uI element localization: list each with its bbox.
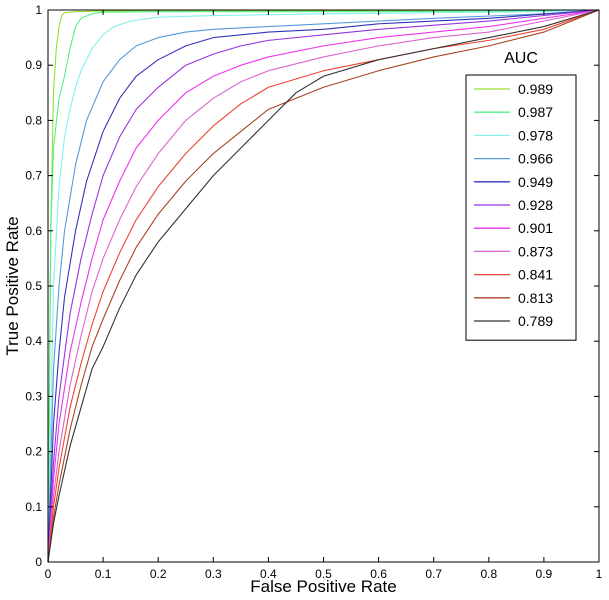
- x-tick-label: 0.8: [480, 567, 497, 581]
- x-tick-label: 0.2: [150, 567, 167, 581]
- legend-label: 0.789: [518, 313, 553, 329]
- y-tick-label: 0.4: [25, 334, 42, 348]
- x-axis-label: False Positive Rate: [250, 577, 396, 596]
- legend-label: 0.989: [518, 81, 553, 97]
- y-tick-label: 0: [35, 555, 42, 569]
- x-tick-label: 0.7: [425, 567, 442, 581]
- roc-curve-3: [47, 9, 600, 563]
- roc-curve-10: [47, 9, 600, 563]
- roc-curve-1: [47, 9, 600, 563]
- x-tick-label: 0: [45, 567, 52, 581]
- roc-curve-5: [47, 9, 600, 563]
- legend-label: 0.978: [518, 127, 553, 143]
- roc-curves: [47, 9, 600, 563]
- y-tick-label: 0.1: [25, 500, 42, 514]
- y-tick-label: 0.6: [25, 224, 42, 238]
- y-tick-label: 0.8: [25, 113, 42, 127]
- legend: AUC 0.9890.9870.9780.9660.9490.9280.9010…: [465, 50, 577, 341]
- y-tick-label: 0.3: [25, 389, 42, 403]
- roc-curve-6: [47, 9, 600, 563]
- y-axis-label: True Positive Rate: [3, 216, 22, 355]
- x-tick-label: 0.6: [370, 567, 387, 581]
- legend-label: 0.928: [518, 197, 553, 213]
- axis-ticks: 0 0.1 0.2 0.3 0.4 0.5 0.6 0.7 0.8 0.9 1 0 0.1 0.2 0.3 0…: [25, 3, 602, 581]
- legend-label: 0.841: [518, 267, 553, 283]
- x-tick-label: 0.9: [536, 567, 553, 581]
- y-tick-label: 0.2: [25, 445, 42, 459]
- legend-label: 0.987: [518, 104, 553, 120]
- x-tick-label: 0.4: [260, 567, 277, 581]
- y-tick-label: 0.7: [25, 169, 42, 183]
- x-tick-label: 0.3: [205, 567, 222, 581]
- legend-box: [465, 74, 577, 341]
- x-tick-label: 0.5: [315, 567, 332, 581]
- roc-curve-2: [47, 9, 600, 563]
- roc-curve-8: [47, 9, 600, 563]
- roc-curve-4: [47, 9, 600, 563]
- legend-label: 0.966: [518, 151, 553, 167]
- x-tick-label: 0.1: [95, 567, 112, 581]
- y-tick-label: 1: [35, 3, 42, 17]
- legend-label: 0.949: [518, 174, 553, 190]
- roc-curve-11: [47, 9, 600, 563]
- x-tick-label: 1: [596, 567, 603, 581]
- y-tick-label: 0.5: [25, 279, 42, 293]
- y-tick-label: 0.9: [25, 58, 42, 72]
- legend-label: 0.813: [518, 290, 553, 306]
- legend-title: AUC: [504, 50, 538, 67]
- legend-items: 0.989 0.987 0.978 0.966 0.949 0.928 0.901 0.873…: [474, 81, 553, 329]
- legend-label: 0.873: [518, 243, 553, 259]
- roc-curve-7: [47, 9, 600, 563]
- legend-label: 0.901: [518, 220, 553, 236]
